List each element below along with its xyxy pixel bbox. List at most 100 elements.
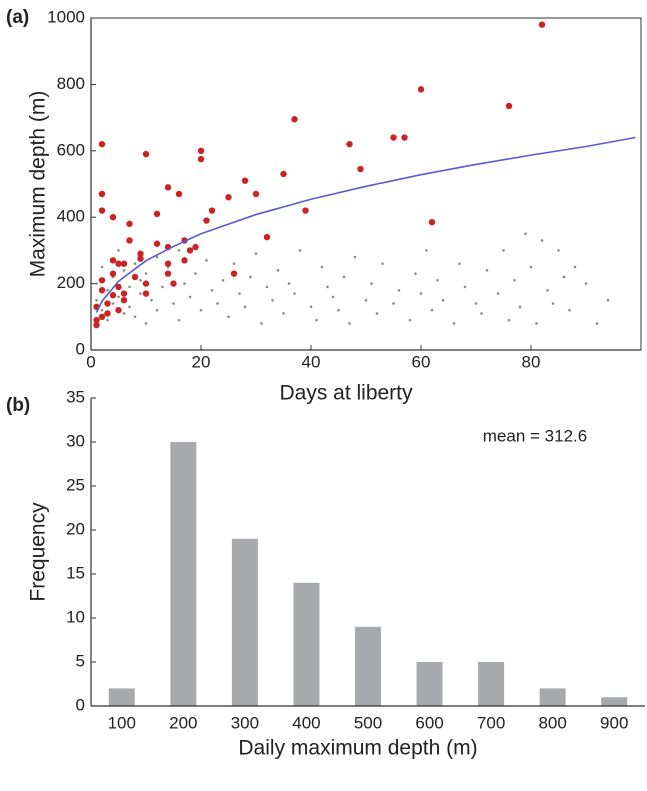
y-tick-label: 5: [76, 651, 85, 670]
data-point: [137, 255, 144, 262]
data-point: [293, 292, 296, 295]
panel-label: (b): [6, 395, 30, 416]
data-point: [348, 322, 351, 325]
data-point: [496, 292, 500, 295]
data-point: [142, 290, 150, 297]
data-point: [115, 283, 122, 291]
data-point: [458, 262, 461, 265]
data-point: [529, 265, 533, 269]
data-point: [109, 270, 117, 277]
data-point: [408, 318, 412, 322]
data-point: [153, 210, 161, 218]
data-point: [205, 259, 208, 262]
data-point: [98, 277, 106, 284]
panel-label: (a): [6, 7, 29, 28]
data-point: [109, 257, 117, 264]
x-tick-label: 400: [292, 713, 320, 732]
data-point: [507, 318, 511, 322]
y-axis-title: Frequency: [27, 502, 50, 602]
bar: [108, 688, 135, 706]
data-point: [104, 310, 111, 317]
data-point: [122, 269, 126, 272]
data-point: [98, 190, 106, 198]
data-point: [551, 302, 555, 305]
data-point: [595, 322, 599, 325]
data-point: [208, 207, 216, 214]
data-point: [144, 322, 148, 325]
x-tick-label: 900: [600, 713, 628, 732]
data-point: [232, 262, 236, 265]
data-point: [109, 292, 117, 299]
data-point: [346, 140, 353, 148]
y-tick-label: 600: [57, 140, 85, 159]
data-point: [241, 177, 249, 184]
data-point: [93, 321, 100, 329]
data-point: [142, 150, 150, 158]
data-point: [271, 298, 274, 302]
x-tick-label: 700: [477, 713, 505, 732]
x-axis-title: Days at liberty: [279, 382, 413, 405]
x-tick-label: 80: [522, 352, 541, 371]
data-point: [535, 322, 538, 325]
data-point: [98, 140, 106, 148]
data-point: [370, 282, 373, 285]
data-point: [177, 249, 181, 252]
data-point: [104, 300, 111, 307]
data-point: [161, 285, 164, 289]
data-point: [197, 155, 205, 163]
data-point: [375, 312, 379, 315]
data-point: [164, 260, 172, 267]
x-tick-label: 100: [108, 713, 136, 732]
data-point: [93, 316, 100, 324]
x-tick-label: 0: [86, 352, 95, 371]
data-point: [186, 247, 194, 254]
data-point: [137, 250, 144, 257]
data-point: [280, 170, 287, 178]
data-point: [357, 165, 364, 173]
data-point: [100, 308, 104, 312]
data-point: [144, 272, 148, 275]
data-point: [106, 288, 109, 292]
data-point: [337, 308, 340, 312]
data-point: [183, 282, 186, 285]
data-point: [557, 249, 560, 252]
data-point: [474, 302, 478, 305]
data-point: [252, 190, 260, 198]
data-point: [428, 218, 436, 226]
data-point: [192, 243, 199, 251]
y-tick-label: 30: [66, 431, 85, 450]
data-point: [524, 232, 527, 236]
data-point: [120, 260, 128, 267]
data-point: [164, 270, 172, 277]
bar: [231, 538, 258, 706]
data-point: [485, 269, 489, 272]
data-point: [155, 308, 159, 312]
data-point: [115, 306, 122, 314]
y-tick-label: 20: [66, 519, 85, 538]
data-point: [120, 297, 128, 304]
x-tick-label: 300: [231, 713, 259, 732]
data-point: [122, 312, 126, 315]
data-point: [133, 262, 137, 265]
data-point: [414, 272, 417, 275]
data-point: [199, 308, 203, 312]
x-tick-label: 40: [302, 352, 321, 371]
y-tick-label: 0: [76, 695, 85, 714]
data-point: [117, 295, 120, 299]
data-point: [98, 287, 106, 294]
data-point: [155, 255, 159, 259]
data-point: [225, 194, 232, 201]
data-point: [98, 313, 106, 320]
data-point: [260, 322, 263, 325]
x-tick-label: 20: [192, 352, 211, 371]
data-point: [513, 278, 516, 282]
data-point: [331, 295, 335, 299]
data-point: [254, 252, 258, 256]
data-point: [133, 315, 137, 319]
data-point: [243, 305, 247, 309]
data-point: [170, 280, 177, 287]
data-point: [100, 265, 104, 269]
data-point: [227, 315, 230, 319]
data-point: [221, 278, 225, 282]
fit-curve: [95, 136, 636, 313]
